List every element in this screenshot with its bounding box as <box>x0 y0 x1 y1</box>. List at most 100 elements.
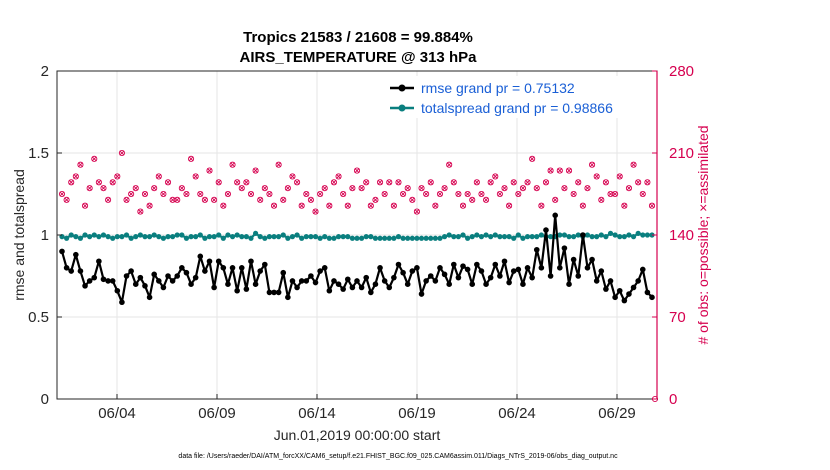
obs-possible-point <box>584 185 591 192</box>
series-point <box>584 265 591 271</box>
series-point <box>229 234 236 240</box>
obs-possible-point <box>192 173 199 180</box>
x-tick-label: 06/04 <box>98 405 136 422</box>
obs-assimilated-point <box>77 162 83 168</box>
series-point <box>68 268 75 274</box>
obs-assimilated-point <box>423 191 429 197</box>
series-point <box>349 284 356 291</box>
obs-assimilated-point <box>220 203 226 209</box>
series-point <box>105 278 111 284</box>
series-point <box>137 232 143 238</box>
series-point <box>635 278 641 284</box>
series-point <box>239 234 245 240</box>
obs-assimilated-point <box>179 185 185 191</box>
series-point <box>248 235 254 241</box>
obs-assimilated-point <box>543 179 549 185</box>
series-point <box>262 261 268 268</box>
obs-assimilated-point <box>243 179 249 185</box>
obs-possible-point <box>132 185 139 192</box>
left-axis-ticks: 0 0.5 1 1.5 2 <box>28 63 62 408</box>
obs-assimilated-point <box>382 191 388 197</box>
obs-assimilated-point <box>294 179 300 185</box>
obs-possible-point <box>441 185 448 192</box>
series-point <box>617 234 623 240</box>
series-point <box>64 235 70 241</box>
series-point <box>640 232 646 238</box>
obs-assimilated-point <box>635 179 641 185</box>
series-point <box>68 232 74 238</box>
series-point <box>547 273 554 279</box>
obs-assimilated-point <box>409 197 415 203</box>
obs-possible-point <box>418 185 425 192</box>
totalspread-series <box>59 230 655 241</box>
obs-assimilated-point <box>156 173 162 179</box>
series-point <box>598 268 605 274</box>
series-point <box>73 251 79 258</box>
obs-assimilated-point <box>419 185 425 191</box>
series-point <box>630 234 637 240</box>
obs-possible-point <box>598 196 605 203</box>
obs-assimilated-point <box>114 173 120 179</box>
obs-possible-point <box>312 208 319 215</box>
obs-possible-point <box>400 190 407 198</box>
series-point <box>487 274 494 281</box>
obs-assimilated-point <box>64 197 70 203</box>
obs-assimilated-point <box>465 191 471 197</box>
series-point <box>215 258 222 265</box>
obs-possible-point <box>326 202 333 209</box>
series-point <box>483 281 489 288</box>
series-point <box>211 284 217 291</box>
obs-possible-point <box>565 167 573 174</box>
obs-possible-point <box>621 202 628 209</box>
obs-possible-point <box>270 202 278 209</box>
obs-possible-point <box>542 179 550 186</box>
series-point <box>529 274 535 281</box>
obs-assimilated-point <box>230 162 236 168</box>
obs-assimilated-point <box>363 179 369 185</box>
series-point <box>455 274 462 281</box>
series-point <box>179 232 185 238</box>
obs-assimilated-point <box>234 179 240 185</box>
obs-assimilated-point <box>331 179 337 185</box>
obs-assimilated-point <box>124 197 130 203</box>
series-point <box>492 261 499 268</box>
obs-possible-point <box>381 190 388 198</box>
series-point <box>460 263 466 269</box>
series-point <box>238 265 245 271</box>
series-point <box>414 265 420 271</box>
obs-assimilated-point <box>631 162 637 168</box>
obs-possible-point <box>473 179 480 186</box>
obs-assimilated-point <box>299 203 305 209</box>
obs-possible-point <box>164 179 172 186</box>
obs-assimilated-point <box>534 185 540 191</box>
series-point <box>460 232 466 238</box>
obs-assimilated-point <box>110 179 116 185</box>
series-point <box>524 265 531 271</box>
series-point <box>174 273 181 279</box>
series-point <box>359 235 365 241</box>
obs-assimilated-point <box>257 197 263 203</box>
series-point <box>534 234 540 240</box>
series-point <box>474 261 480 268</box>
obs-possible-point <box>386 179 393 186</box>
obs-possible-point <box>469 196 476 203</box>
series-point <box>598 232 604 238</box>
obs-possible-point <box>432 202 439 209</box>
series-point <box>299 235 305 241</box>
series-point <box>437 235 443 241</box>
obs-possible-point <box>109 179 116 186</box>
x-axis-ticks: 06/04 06/09 06/14 06/19 06/24 06/29 <box>98 394 636 422</box>
legend: rmse grand pr = 0.75132 totalspread gran… <box>384 76 650 118</box>
obs-assimilated-point <box>280 197 286 203</box>
obs-assimilated-point <box>571 191 577 197</box>
series-point <box>639 266 646 273</box>
obs-possible-point <box>160 190 167 198</box>
obs-possible-point <box>404 185 411 192</box>
obs-assimilated-point <box>414 209 420 215</box>
series-point <box>386 235 392 241</box>
x-tick-label: 06/14 <box>298 405 336 422</box>
series-point <box>114 287 121 294</box>
series-point <box>266 289 273 296</box>
series-point <box>437 265 443 271</box>
series-point <box>557 232 563 238</box>
